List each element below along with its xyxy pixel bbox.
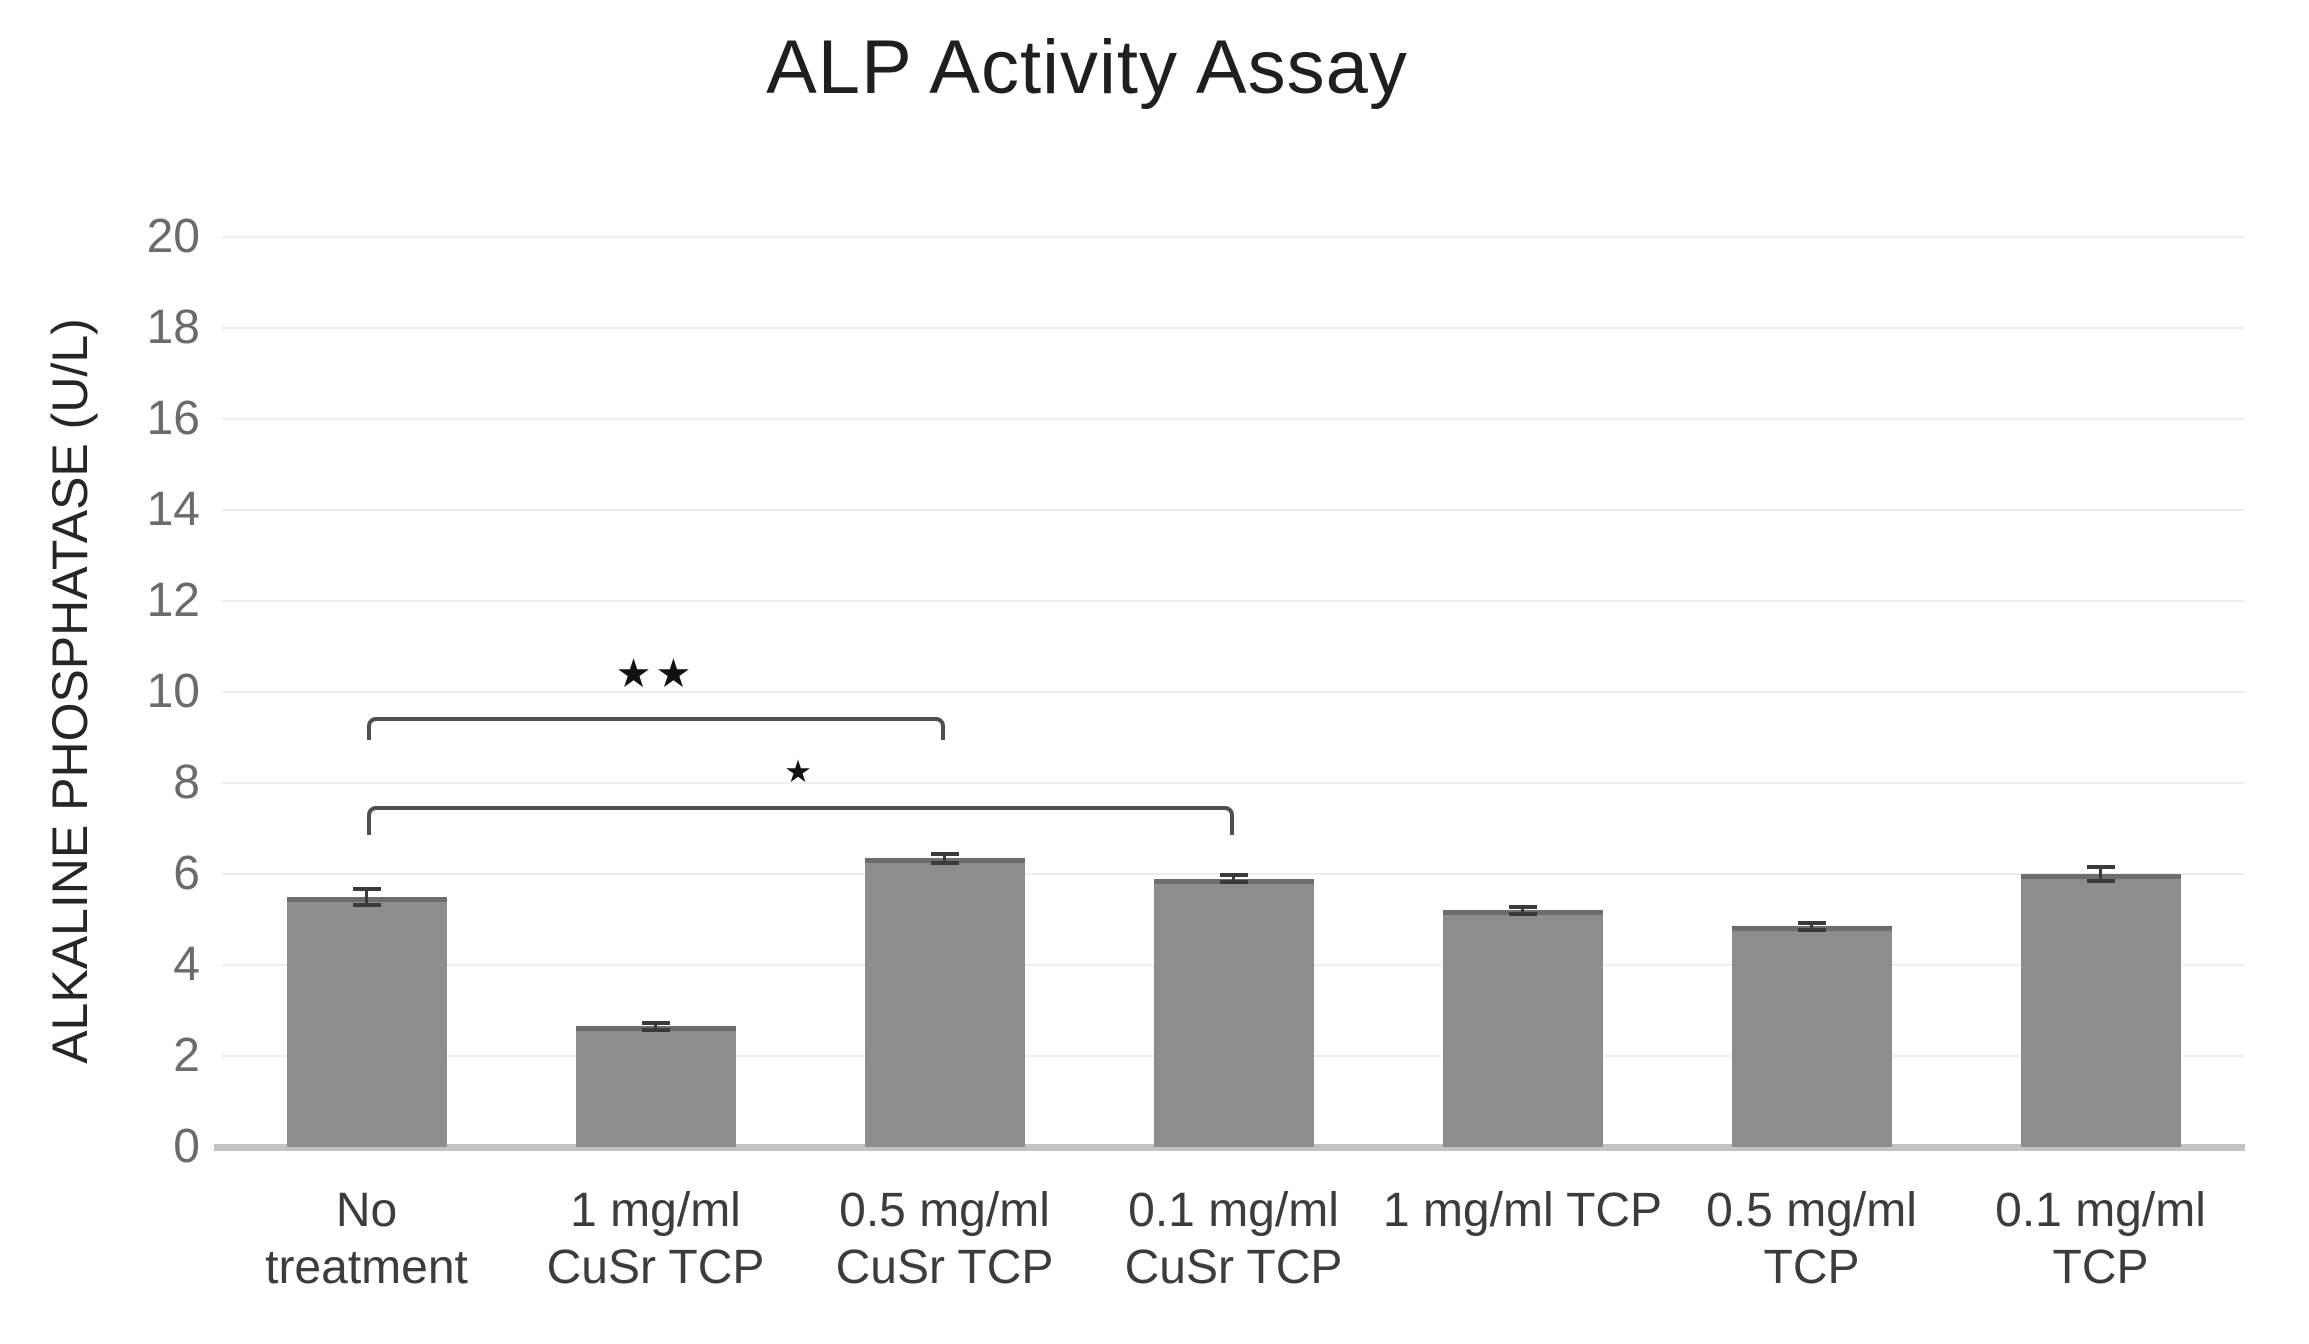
bar [1153,878,1314,1147]
y-axis-tick-label: 16 [146,392,200,445]
y-axis-tick-label: 4 [173,938,200,991]
error-bar-stem [1232,875,1235,882]
x-axis-label: No treatment [223,1182,511,1296]
x-axis-label-line: 0.5 mg/ml [839,1184,1050,1237]
gridline [222,236,2245,238]
error-bar-cap-bottom [641,1027,670,1032]
error-bar-cap-top [1508,904,1537,909]
error-bar-stem [2099,867,2102,881]
error-bar-cap-bottom [352,902,381,907]
error-bar-stem [1521,906,1524,915]
gridline [222,782,2245,784]
x-axis-label-line: TCP [2052,1241,2149,1294]
bar [575,1026,736,1147]
significance-stars: ★ [784,753,816,789]
y-axis-tick-label: 0 [173,1120,200,1173]
error-bar-stem [365,888,368,905]
significance-bracket [366,805,1234,836]
y-axis-tick-label: 20 [146,210,200,263]
gridline [222,600,2245,602]
y-axis-tick-label: 18 [146,301,200,354]
error-bar-cap-bottom [1219,879,1248,884]
x-axis-label-line: 0.1 mg/ml [1995,1184,2206,1237]
bar [1731,926,1892,1147]
error-bar-stem [1810,923,1813,930]
error-bar-cap-top [1219,873,1248,878]
x-axis-label-line: CuSr TCP [546,1241,765,1294]
y-axis-tick-label: 2 [173,1029,200,1082]
x-axis-label: 0.1 mg/ml CuSr TCP [1090,1182,1378,1296]
x-axis-label-line: 0.1 mg/ml [1128,1184,1339,1237]
x-axis-label-line: No [335,1184,398,1237]
x-axis-label-line: CuSr TCP [1124,1241,1343,1294]
y-axis-tick-label: 10 [146,665,200,718]
bar [2020,874,2181,1147]
gridline [222,509,2245,511]
error-bar-stem [943,853,946,863]
error-bar-cap-top [641,1021,670,1026]
x-axis-label: 1 mg/ml CuSr TCP [512,1182,800,1296]
gridline [222,418,2245,420]
error-bar-cap-top [352,886,381,891]
y-axis-tick-label: 14 [146,483,200,536]
x-axis-label: 0.5 mg/ml TCP [1668,1182,1956,1296]
x-axis-label-line: 0.5 mg/ml [1706,1184,1917,1237]
x-axis-label-line: 1 mg/ml [570,1184,741,1237]
x-axis-label: 1 mg/ml TCP [1379,1182,1667,1239]
error-bar-cap-top [2086,865,2115,870]
x-axis-label-line: TCP [1763,1241,1860,1294]
chart-title: ALP Activity Assay [766,25,1408,110]
bar [286,896,447,1147]
error-bar-cap-bottom [2086,878,2115,883]
x-axis-label: 0.1 mg/ml TCP [1957,1182,2245,1296]
error-bar-cap-bottom [1797,927,1826,932]
x-axis-label-line: CuSr TCP [835,1241,1054,1294]
y-axis-tick-label: 12 [146,574,200,627]
error-bar-cap-bottom [930,860,959,865]
x-axis-label-line: treatment [265,1241,468,1294]
gridline [222,691,2245,693]
error-bar-stem [654,1023,657,1030]
bar [864,858,1025,1147]
significance-bracket [366,717,945,740]
x-axis-line [214,1144,2245,1151]
x-axis-label-line: 1 mg/ml TCP [1382,1184,1663,1237]
y-axis-tick-label: 8 [173,756,200,809]
error-bar-cap-top [930,851,959,856]
error-bar-cap-top [1797,921,1826,926]
y-axis-tick-label: 6 [173,847,200,900]
x-axis-label: 0.5 mg/ml CuSr TCP [801,1182,1089,1296]
bar [1442,910,1603,1147]
significance-stars: ★★ [615,651,696,696]
gridline [222,327,2245,329]
error-bar-cap-bottom [1508,912,1537,917]
